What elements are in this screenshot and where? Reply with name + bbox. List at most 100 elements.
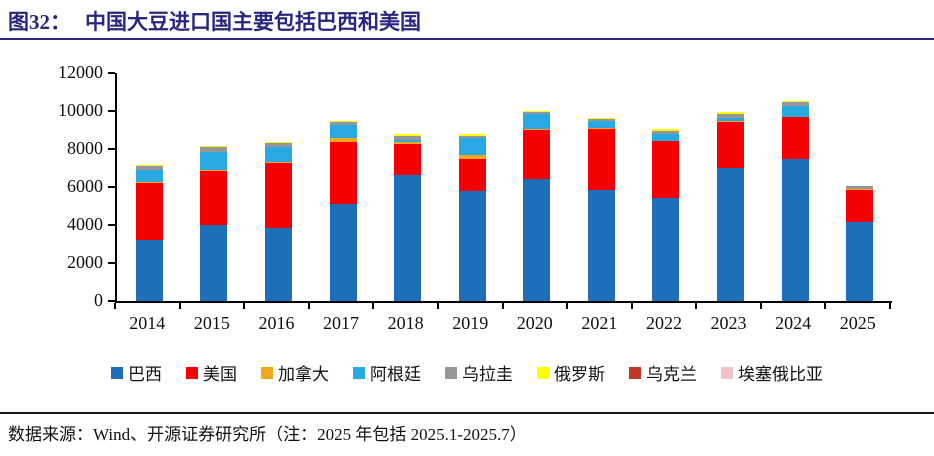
segment-canada-2022 [652,140,680,142]
segment-usa-2021 [587,129,615,191]
segment-argentina-2023 [716,117,744,122]
bar-slot-2019 [440,73,505,301]
segment-uruguay-2024 [781,102,809,106]
bar-slot-2022 [634,73,699,301]
x-axis-label-2015: 2015 [193,313,230,333]
segment-brazil-2020 [523,178,551,301]
bar-slot-2024 [763,73,828,301]
legend-item-ethiopia: 埃塞俄比亚 [721,360,823,385]
stacked-bar-2014 [135,165,163,301]
segment-argentina-2014 [135,170,163,183]
title-divider [0,38,934,40]
segment-uruguay-2019 [458,135,486,139]
x-axis-label-2022: 2022 [645,313,682,333]
y-axis-tick-10000 [108,110,115,112]
legend-swatch-brazil [111,366,123,379]
segment-usa-2014 [135,183,163,241]
y-axis-label-8000: 8000 [67,138,103,158]
segment-argentina-2019 [458,138,486,156]
segment-russia-2015 [200,145,228,147]
legend-swatch-russia [537,366,549,379]
stacked-bar-2017 [329,120,357,301]
y-axis-tick-0 [108,300,115,302]
segment-canada-2023 [716,121,744,123]
legend-label-argentina: 阿根廷 [370,365,421,384]
bar-slot-2018 [375,73,440,301]
segment-argentina-2015 [200,151,228,170]
segment-usa-2017 [329,141,357,205]
segment-russia-2024 [781,100,809,103]
bar-slot-2020 [504,73,569,301]
segment-russia-2021 [587,117,615,120]
legend-label-ethiopia: 埃塞俄比亚 [738,365,823,384]
legend-swatch-usa [186,366,198,379]
segment-usa-2020 [523,129,551,179]
segment-argentina-2022 [652,134,680,141]
segment-canada-2020 [523,128,551,130]
bar-slot-2021 [569,73,634,301]
segment-canada-2021 [587,128,615,130]
stacked-bar-2018 [394,134,422,301]
legend-label-russia: 俄罗斯 [554,365,605,384]
legend-item-brazil: 巴西 [111,360,162,385]
legend-label-ukraine: 乌克兰 [646,365,697,384]
bar-slot-2017 [311,73,376,301]
figure-title: 图32： 中国大豆进口国主要包括巴西和美国 [8,6,421,36]
y-axis-tick-6000 [108,186,115,188]
legend-swatch-argentina [353,366,365,379]
bar-slot-2014 [117,73,182,301]
segment-usa-2024 [781,117,809,160]
x-axis-label-2019: 2019 [452,313,489,333]
bar-slot-2016 [246,73,311,301]
segment-usa-2025 [846,189,874,223]
segment-brazil-2016 [264,228,292,301]
y-axis-label-0: 0 [94,290,103,310]
x-axis-label-2025: 2025 [839,313,876,333]
segment-russia-2025 [846,185,874,187]
legend-item-uruguay: 乌拉圭 [445,360,513,385]
segment-uruguay-2025 [846,186,874,189]
y-axis-label-2000: 2000 [67,252,103,272]
bar-slot-2023 [698,73,763,301]
stacked-bar-2023 [716,112,744,301]
legend-item-canada: 加拿大 [261,360,329,385]
legend-label-canada: 加拿大 [278,365,329,384]
segment-canada-2019 [458,155,486,160]
segment-argentina-2016 [264,147,292,163]
segment-canada-2016 [264,162,292,164]
segment-brazil-2021 [587,190,615,301]
x-axis-label-2018: 2018 [387,313,424,333]
segment-uruguay-2014 [135,165,163,171]
bar-slot-2015 [182,73,247,301]
y-axis-label-12000: 12000 [58,62,103,82]
segment-brazil-2017 [329,204,357,301]
figure-title-text: 中国大豆进口国主要包括巴西和美国 [85,10,421,34]
chart-legend: 巴西 美国 加拿大 阿根廷 乌拉圭 俄罗斯 乌克兰 埃塞俄比亚 [0,360,934,385]
legend-label-usa: 美国 [203,365,237,384]
legend-swatch-ethiopia [721,366,733,379]
legend-item-argentina: 阿根廷 [353,360,421,385]
segment-russia-2022 [652,129,680,131]
plot-area [115,73,892,303]
segment-usa-2019 [458,159,486,192]
segment-uruguay-2018 [394,136,422,140]
x-axis-tick-12 [889,303,891,309]
legend-swatch-canada [261,366,273,379]
segment-usa-2023 [716,122,744,168]
x-axis-tick-4 [372,303,375,309]
segment-argentina-2021 [587,120,615,129]
segment-usa-2015 [200,170,228,225]
segment-usa-2016 [264,163,292,229]
legend-item-russia: 俄罗斯 [537,360,605,385]
y-axis-label-4000: 4000 [67,214,103,234]
segment-usa-2018 [394,143,422,176]
x-axis-tick-9 [695,303,698,309]
segment-russia-2017 [329,120,357,123]
segment-canada-2024 [781,116,809,118]
legend-swatch-ukraine [629,366,641,379]
segment-argentina-2024 [781,105,809,117]
stacked-bar-2019 [458,134,486,301]
segment-argentina-2025 [846,188,874,190]
segment-uruguay-2015 [200,146,228,152]
legend-label-brazil: 巴西 [128,365,162,384]
